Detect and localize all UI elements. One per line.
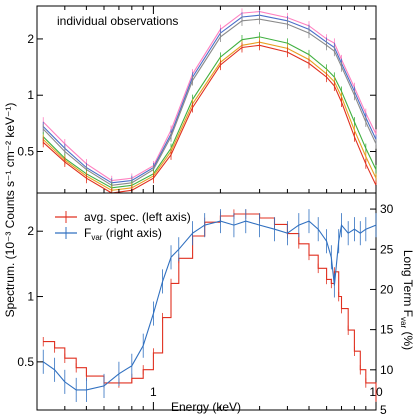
bottom-panel-frame [36, 192, 377, 411]
left-axis-label: Spectrum. (10⁻³ Counts s⁻¹ cm⁻² keV⁻¹) [3, 103, 17, 318]
top-series-line-3 [42, 36, 377, 189]
legend: avg. spec. (left axis) Fvar (right axis) [55, 210, 191, 242]
bottom-left-ytick-label-1: 1 [27, 290, 34, 304]
bottom-left-ytick-label-2: 2 [27, 224, 34, 238]
top-ytick-label-2: 2 [27, 32, 34, 46]
bottom-right-ytick-label-5: 30 [380, 202, 394, 216]
top-series-line-1 [42, 14, 377, 184]
bottom-right-ytick-label-2: 15 [380, 323, 394, 337]
bottom-left-ticks: 0.5 1 2 [17, 224, 43, 369]
bottom-series-line-0 [43, 213, 377, 401]
bottom-x-ticks: 1 10 [36, 6, 383, 410]
top-series-line-0 [42, 11, 377, 182]
top-series-group [42, 6, 377, 194]
top-ytick-label-1: 1 [27, 88, 34, 102]
bottom-left-ytick-label-0: 0.5 [17, 355, 34, 369]
bottom-panel: 0.5 1 2 5 10 15 20 25 30 1 10 avg. spec. (left a… [17, 6, 394, 415]
bottom-right-ytick-label-4: 25 [380, 242, 394, 256]
x-tick-label-0: 1 [150, 385, 157, 399]
legend-label-fvar: Fvar (right axis) [84, 226, 162, 242]
top-panel: individual observations 0.5 1 2 [17, 5, 377, 194]
bottom-right-ytick-label-1: 10 [380, 363, 394, 377]
svg-text:Spectrum. (10⁻³ Counts s⁻¹ cm⁻: Spectrum. (10⁻³ Counts s⁻¹ cm⁻² keV⁻¹) [3, 103, 17, 318]
bottom-series-group [42, 209, 377, 406]
x-axis-label: Energy (keV) [171, 400, 241, 414]
top-y-ticks: 0.5 1 2 [17, 32, 376, 159]
bottom-right-ytick-label-0: 5 [380, 403, 387, 415]
legend-entry-avg-spec: avg. spec. (left axis) [55, 210, 191, 224]
legend-label-avg-spec: avg. spec. (left axis) [84, 210, 191, 224]
right-axis-label: Long Term Fvar (%) [399, 250, 415, 350]
legend-entry-fvar: Fvar (right axis) [55, 226, 162, 242]
top-ytick-label-0: 0.5 [17, 145, 34, 159]
bottom-series-line-1 [42, 220, 377, 391]
bottom-right-ticks: 5 10 15 20 25 30 [370, 202, 394, 415]
bottom-right-ytick-label-3: 20 [380, 282, 394, 296]
top-series-line-2 [42, 18, 377, 186]
x-tick-label-1: 10 [369, 385, 383, 399]
svg-text:Long Term Fvar (%): Long Term Fvar (%) [399, 250, 415, 350]
top-series-line-5 [42, 44, 377, 194]
top-annotation: individual observations [57, 14, 178, 28]
